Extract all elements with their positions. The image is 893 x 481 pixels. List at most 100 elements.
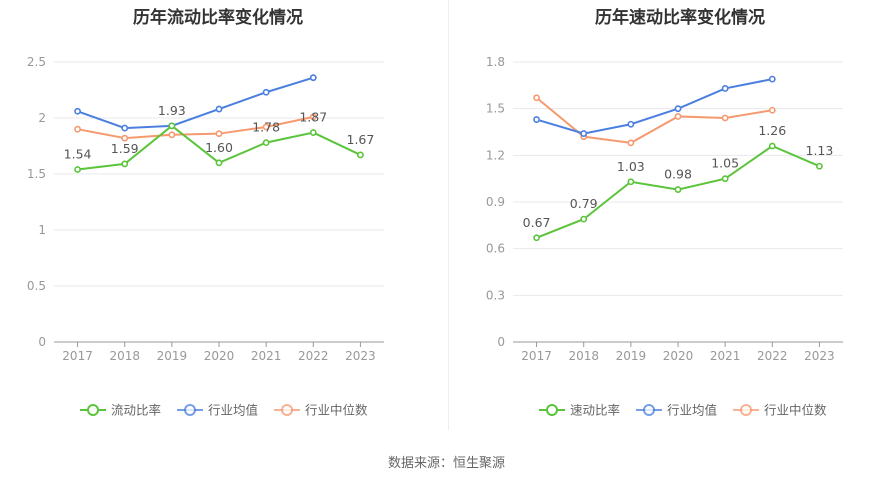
data-source: 数据来源：恒生聚源 xyxy=(387,456,505,471)
x-tick-label: 2019 xyxy=(616,349,647,363)
y-tick-label: 1.8 xyxy=(486,55,505,69)
legend-label: 行业中位数 xyxy=(764,403,827,418)
cr-data-point-1 xyxy=(309,74,317,82)
data-label: 1.67 xyxy=(347,132,375,147)
y-tick-label: 1 xyxy=(38,223,46,237)
legend-marker-icon xyxy=(740,404,753,416)
x-tick-label: 2022 xyxy=(757,349,788,363)
cr-data-point-2 xyxy=(262,123,270,131)
qr-data-point-1 xyxy=(768,75,776,83)
data-label: 1.54 xyxy=(64,147,92,162)
legend-label: 行业中位数 xyxy=(305,403,368,418)
qr-data-point-0 xyxy=(627,178,635,186)
y-tick-label: 0.9 xyxy=(486,195,505,209)
qr-data-point-0 xyxy=(533,234,540,242)
x-tick-label: 2023 xyxy=(804,349,835,363)
legend-item-0[interactable]: 速动比率 xyxy=(539,403,620,418)
data-label: 1.87 xyxy=(299,110,327,125)
x-tick-label: 2023 xyxy=(345,349,376,363)
legend-marker-icon xyxy=(546,404,558,416)
y-tick-label: 0.5 xyxy=(27,279,46,293)
qr-data-point-0 xyxy=(721,175,729,183)
data-label: 1.13 xyxy=(806,143,834,158)
x-tick-label: 2017 xyxy=(62,349,93,363)
legend-label: 行业均值 xyxy=(208,403,258,418)
qr-series-line-1 xyxy=(536,78,773,135)
data-label: 1.59 xyxy=(111,141,139,156)
qr-data-point-2 xyxy=(533,94,540,102)
cr-data-point-0 xyxy=(262,139,270,147)
cr-data-point-0 xyxy=(357,151,364,159)
legend-label: 行业均值 xyxy=(667,403,717,418)
qr-data-point-0 xyxy=(816,162,823,170)
y-tick-label: 1.5 xyxy=(27,167,46,181)
legend-marker-icon xyxy=(184,404,197,416)
legend-label: 流动比率 xyxy=(111,403,161,418)
y-tick-label: 1.5 xyxy=(486,102,505,116)
qr-data-point-2 xyxy=(674,113,682,120)
x-tick-label: 2019 xyxy=(157,349,188,363)
legend-marker-icon xyxy=(281,404,294,416)
qr-data-point-2 xyxy=(721,114,729,122)
x-tick-label: 2020 xyxy=(204,349,235,363)
current-ratio-chart: 0 0.5 1 1.5 2 2.5 2017 2018 2019 2020 2021 2022 2023… xyxy=(27,55,384,418)
cr-series-line-2 xyxy=(77,115,314,140)
qr-data-point-1 xyxy=(721,85,729,92)
qr-series-line-2 xyxy=(535,97,773,144)
y-tick-label: 0 xyxy=(38,335,46,349)
cr-data-point-2 xyxy=(168,131,176,139)
qr-data-point-0 xyxy=(580,215,588,223)
data-label: 1.60 xyxy=(205,140,233,155)
data-label: 0.67 xyxy=(523,215,551,230)
data-label: 0.98 xyxy=(664,167,692,182)
qr-data-point-2 xyxy=(627,139,635,147)
x-tick-label: 2020 xyxy=(663,349,694,363)
cr-series-line-1 xyxy=(77,76,314,130)
x-tick-label: 2022 xyxy=(298,349,329,363)
cr-data-point-1 xyxy=(121,124,129,132)
y-tick-label: 2.5 xyxy=(27,55,46,69)
data-label: 0.79 xyxy=(570,196,598,211)
cr-data-point-0 xyxy=(309,129,317,136)
cr-data-point-0 xyxy=(121,160,129,168)
legend-marker-icon xyxy=(87,404,99,416)
data-label: 1.05 xyxy=(711,156,739,171)
qr-data-point-1 xyxy=(580,130,588,137)
cr-data-point-2 xyxy=(309,113,317,121)
legend-item-1[interactable]: 行业均值 xyxy=(636,403,717,418)
data-label: 1.26 xyxy=(758,123,786,138)
chart-title-quick-ratio: 历年速动比率变化情况 xyxy=(595,8,765,28)
cr-data-point-0 xyxy=(74,166,81,173)
legend-marker-icon xyxy=(643,404,656,416)
legend-item-1[interactable]: 行业均值 xyxy=(177,403,258,418)
cr-data-point-1 xyxy=(74,107,81,115)
qr-data-point-1 xyxy=(627,120,635,128)
qr-data-point-2 xyxy=(768,106,776,114)
cr-data-point-2 xyxy=(121,134,129,142)
cr-data-point-0 xyxy=(215,159,223,167)
legend-label: 速动比率 xyxy=(570,403,620,418)
chart-title-current-ratio: 历年流动比率变化情况 xyxy=(133,8,303,28)
qr-data-point-1 xyxy=(674,105,682,113)
y-tick-label: 0.6 xyxy=(486,242,505,256)
cr-data-point-1 xyxy=(262,88,270,96)
y-tick-label: 1.2 xyxy=(486,148,505,162)
cr-data-point-1 xyxy=(215,105,223,113)
chart-divider xyxy=(448,0,449,430)
x-tick-label: 2021 xyxy=(251,349,282,363)
data-label: 1.03 xyxy=(617,159,645,174)
qr-data-point-1 xyxy=(533,116,540,123)
x-tick-label: 2018 xyxy=(109,349,140,363)
cr-data-point-2 xyxy=(74,125,81,133)
legend-item-0[interactable]: 流动比率 xyxy=(80,403,161,418)
y-tick-label: 0.3 xyxy=(486,288,505,302)
y-tick-label: 2 xyxy=(38,111,46,125)
data-label: 1.78 xyxy=(252,120,280,135)
legend-item-2[interactable]: 行业中位数 xyxy=(274,403,368,418)
quick-ratio-chart: 0 0.3 0.6 0.9 1.2 1.5 1.8 2017 2018 2019 2020 2021 2… xyxy=(486,55,843,418)
cr-data-point-0 xyxy=(168,122,176,130)
x-tick-label: 2021 xyxy=(710,349,741,363)
x-tick-label: 2018 xyxy=(568,349,599,363)
qr-data-point-0 xyxy=(674,186,682,193)
legend-item-2[interactable]: 行业中位数 xyxy=(733,403,827,418)
